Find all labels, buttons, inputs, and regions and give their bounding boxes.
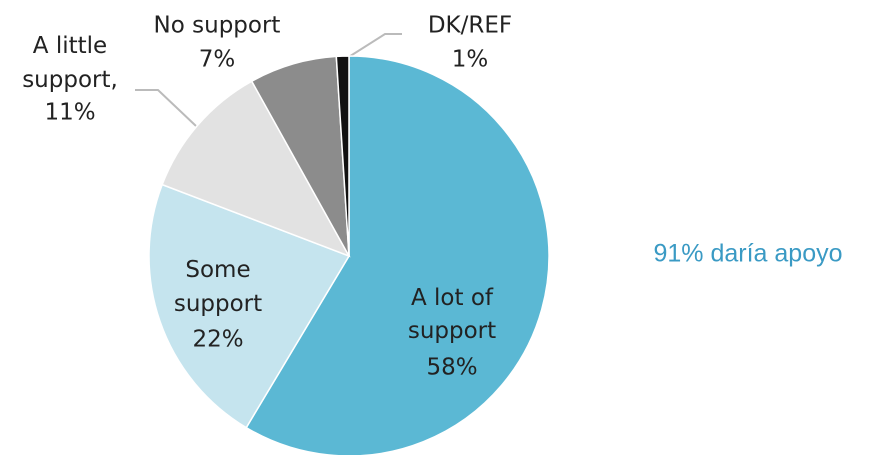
leader-line [343,33,402,61]
pie-slice [335,55,350,257]
slice-label: No support [154,13,281,39]
value-label: 58% [426,355,477,381]
slice-label: A little support, [22,33,118,93]
leader-line [135,89,197,127]
value-label: 11% [44,100,95,126]
slice-label: DK/REF [428,13,512,39]
slice-label: A lot of support [408,285,496,344]
pie-slice [245,55,550,455]
pie-slice [148,183,351,429]
value-label: 1% [452,47,489,73]
value-label: 7% [199,47,236,73]
slice-label: Some support [174,257,262,317]
annotation: 91% daría apoyo [653,240,842,268]
value-label: 22% [192,327,243,353]
pie-slice [161,80,351,258]
